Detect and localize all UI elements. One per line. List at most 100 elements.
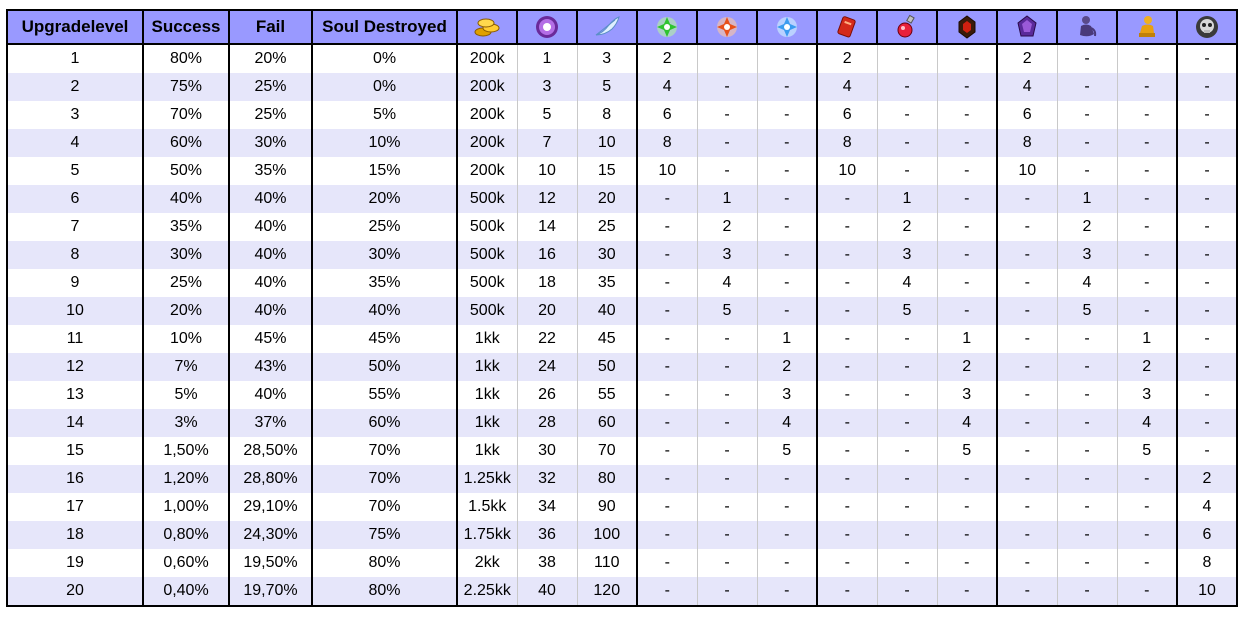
cell-fail: 40% xyxy=(228,213,313,241)
cell-level: 10 xyxy=(6,297,144,325)
cell-red-scroll: 2 xyxy=(816,44,878,73)
cell-red-potion: - xyxy=(876,437,938,465)
cell-success: 20% xyxy=(142,297,230,325)
cell-blue-crystal: - xyxy=(756,297,818,325)
cell-red-gem: - xyxy=(936,521,998,549)
cell-soul-destroyed: 5% xyxy=(311,101,458,129)
header-success: Success xyxy=(142,9,230,45)
cell-red-gem: - xyxy=(936,157,998,185)
cell-feather: 35 xyxy=(576,269,638,297)
cell-blue-crystal: 3 xyxy=(756,381,818,409)
red-scroll-icon xyxy=(837,16,856,38)
cell-green-crystal: - xyxy=(636,185,698,213)
cell-green-crystal: - xyxy=(636,297,698,325)
cell-gold: 1kk xyxy=(456,353,518,381)
cell-purple-figure: - xyxy=(1056,437,1118,465)
cell-red-gem: 2 xyxy=(936,353,998,381)
cell-purple-gem: - xyxy=(996,241,1058,269)
cell-level: 11 xyxy=(6,325,144,353)
cell-feather: 60 xyxy=(576,409,638,437)
cell-purple-orb: 24 xyxy=(516,353,578,381)
cell-silver-skull: - xyxy=(1176,101,1238,129)
cell-success: 0,80% xyxy=(142,521,230,549)
cell-fail: 40% xyxy=(228,269,313,297)
table-row: 15 1,50% 28,50% 70% 1kk 30 70- -5- -5- -5- xyxy=(6,437,1238,465)
cell-green-crystal: - xyxy=(636,437,698,465)
cell-soul-destroyed: 60% xyxy=(311,409,458,437)
cell-red-crystal: - xyxy=(696,325,758,353)
cell-fail: 40% xyxy=(228,297,313,325)
cell-red-crystal: - xyxy=(696,549,758,577)
cell-purple-orb: 34 xyxy=(516,493,578,521)
cell-gold-figure: 4 xyxy=(1116,409,1178,437)
table-row: 2 75% 25% 0% 200k 3 5 4- -4- -4- - - xyxy=(6,73,1238,101)
cell-green-crystal: - xyxy=(636,577,698,607)
cell-purple-figure: - xyxy=(1056,409,1118,437)
cell-purple-gem: 10 xyxy=(996,157,1058,185)
purple-orb-icon xyxy=(536,16,558,38)
cell-purple-gem: - xyxy=(996,213,1058,241)
cell-gold: 500k xyxy=(456,185,518,213)
cell-red-gem: - xyxy=(936,241,998,269)
cell-green-crystal: - xyxy=(636,325,698,353)
cell-soul-destroyed: 0% xyxy=(311,44,458,73)
cell-green-crystal: - xyxy=(636,493,698,521)
cell-feather: 120 xyxy=(576,577,638,607)
cell-gold-figure: - xyxy=(1116,241,1178,269)
cell-silver-skull: - xyxy=(1176,129,1238,157)
table-row: 17 1,00% 29,10% 70% 1.5kk 34 90- - - - - - - - -4 xyxy=(6,493,1238,521)
cell-green-crystal: - xyxy=(636,549,698,577)
cell-level: 6 xyxy=(6,185,144,213)
cell-fail: 40% xyxy=(228,381,313,409)
header-purple-figure xyxy=(1056,9,1118,45)
cell-feather: 15 xyxy=(576,157,638,185)
cell-red-potion: - xyxy=(876,44,938,73)
cell-silver-skull: - xyxy=(1176,353,1238,381)
cell-red-crystal: - xyxy=(696,521,758,549)
cell-silver-skull: 10 xyxy=(1176,577,1238,607)
cell-gold-figure: 3 xyxy=(1116,381,1178,409)
cell-red-gem: - xyxy=(936,269,998,297)
cell-soul-destroyed: 55% xyxy=(311,381,458,409)
cell-red-gem: - xyxy=(936,185,998,213)
header-soul-destroyed: Soul Destroyed xyxy=(311,9,458,45)
cell-gold: 1kk xyxy=(456,409,518,437)
table-row: 18 0,80% 24,30% 75% 1.75kk 36 100- - - - - - - - -6 xyxy=(6,521,1238,549)
cell-silver-skull: 4 xyxy=(1176,493,1238,521)
cell-feather: 30 xyxy=(576,241,638,269)
cell-feather: 80 xyxy=(576,465,638,493)
cell-silver-skull: - xyxy=(1176,241,1238,269)
cell-green-crystal: - xyxy=(636,409,698,437)
cell-soul-destroyed: 25% xyxy=(311,213,458,241)
cell-feather: 45 xyxy=(576,325,638,353)
cell-purple-gem: - xyxy=(996,409,1058,437)
cell-red-gem: - xyxy=(936,577,998,607)
cell-purple-orb: 12 xyxy=(516,185,578,213)
cell-red-gem: 3 xyxy=(936,381,998,409)
cell-gold: 1kk xyxy=(456,325,518,353)
cell-gold-figure: - xyxy=(1116,185,1178,213)
blue-crystal-icon xyxy=(777,17,797,37)
cell-purple-figure: - xyxy=(1056,381,1118,409)
header-red-scroll xyxy=(816,9,878,45)
cell-gold-figure: 2 xyxy=(1116,353,1178,381)
cell-silver-skull: 8 xyxy=(1176,549,1238,577)
cell-level: 19 xyxy=(6,549,144,577)
cell-silver-skull: - xyxy=(1176,325,1238,353)
cell-gold: 1.25kk xyxy=(456,465,518,493)
cell-success: 5% xyxy=(142,381,230,409)
cell-soul-destroyed: 15% xyxy=(311,157,458,185)
cell-blue-crystal: - xyxy=(756,129,818,157)
cell-soul-destroyed: 40% xyxy=(311,297,458,325)
cell-level: 1 xyxy=(6,44,144,73)
cell-gold: 1.75kk xyxy=(456,521,518,549)
cell-red-potion: - xyxy=(876,353,938,381)
cell-red-potion: 1 xyxy=(876,185,938,213)
cell-feather: 90 xyxy=(576,493,638,521)
cell-level: 7 xyxy=(6,213,144,241)
cell-purple-figure: - xyxy=(1056,325,1118,353)
table-row: 8 30% 40% 30% 500k 16 30-3- -3- -3- - xyxy=(6,241,1238,269)
cell-red-gem: 5 xyxy=(936,437,998,465)
cell-purple-gem: - xyxy=(996,381,1058,409)
cell-red-scroll: - xyxy=(816,213,878,241)
